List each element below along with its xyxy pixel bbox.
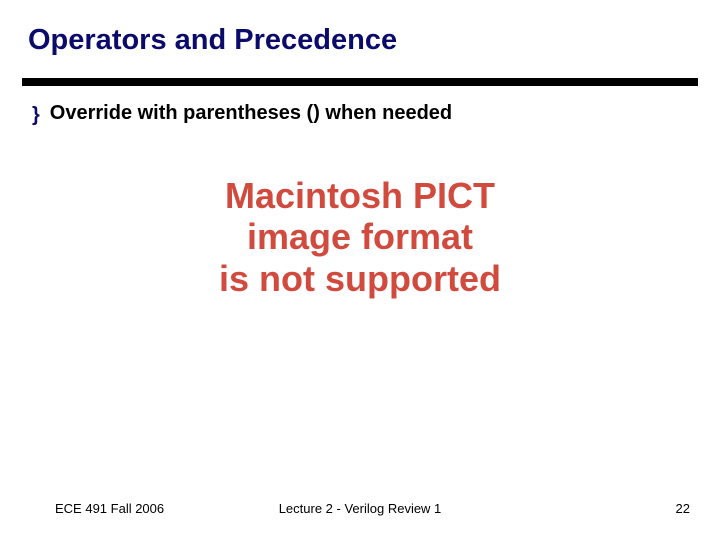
footer-center: Lecture 2 - Verilog Review 1	[0, 501, 720, 516]
bullet-text: Override with parentheses () when needed	[50, 102, 452, 125]
bullet-glyph: }	[32, 103, 40, 127]
footer-right: 22	[676, 501, 690, 516]
slide-title: Operators and Precedence	[28, 24, 397, 57]
pict-line: Macintosh PICT	[170, 175, 550, 216]
pict-line: is not supported	[170, 258, 550, 299]
pict-line: image format	[170, 216, 550, 257]
bullet-row: } Override with parentheses () when need…	[32, 102, 452, 126]
title-divider	[22, 78, 698, 86]
slide: Operators and Precedence } Override with…	[0, 0, 720, 540]
pict-unsupported-message: Macintosh PICT image format is not suppo…	[170, 175, 550, 299]
